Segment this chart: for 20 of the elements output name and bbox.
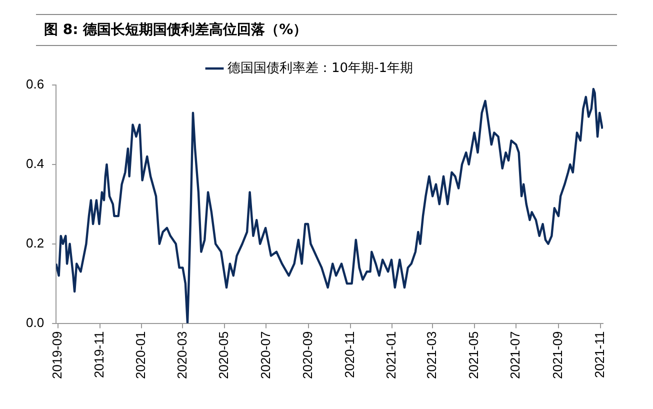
x-tick-label: 2019-09 <box>50 331 65 380</box>
x-tick-label: 2021-01 <box>384 331 399 380</box>
x-tick-label: 2021-09 <box>550 331 566 380</box>
y-tick-label: 0.4 <box>26 156 44 172</box>
legend-label: 德国国债利率差：10年期-1年期 <box>228 60 414 76</box>
chart-title: 图 8: 德国长短期国债利差高位回落（%） <box>36 14 617 46</box>
x-tick-label: 2020-11 <box>342 331 357 378</box>
y-tick-label: 0.2 <box>26 235 44 250</box>
x-tick-label: 2020-09 <box>300 331 316 380</box>
x-tick-label: 2021-11 <box>592 331 607 378</box>
x-tick-label: 2021-05 <box>466 331 481 380</box>
x-tick-label: 2020-07 <box>258 331 273 380</box>
y-tick-label: 0.6 <box>26 76 44 92</box>
x-tick-label: 2020-03 <box>174 331 190 380</box>
x-tick-label: 2020-01 <box>133 331 148 380</box>
x-tick-label: 2021-07 <box>508 331 523 380</box>
y-tick-label: 0.0 <box>26 314 44 330</box>
x-tick-label: 2020-05 <box>216 331 232 380</box>
x-tick-label: 2019-11 <box>91 331 106 378</box>
x-tick-label: 2021-03 <box>424 331 440 380</box>
